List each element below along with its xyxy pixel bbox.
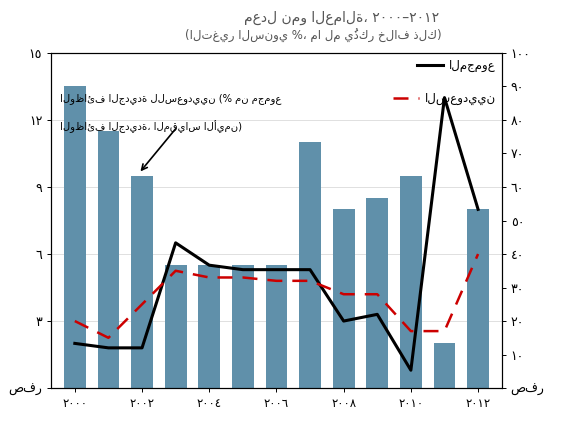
Legend: السعوديين: السعوديين [393, 92, 496, 105]
Bar [232, 265, 254, 388]
Text: معدل نمو العمالة، ٢٠٠٠–٢٠١٢: معدل نمو العمالة، ٢٠٠٠–٢٠١٢ [245, 11, 439, 25]
Bar [131, 176, 153, 388]
Bar [367, 198, 388, 388]
Text: (التغير السنوي %، ما لم يُذكر خلاف ذلك): (التغير السنوي %، ما لم يُذكر خلاف ذلك) [185, 29, 442, 43]
Bar [97, 131, 119, 388]
Bar [434, 344, 455, 388]
Bar [467, 209, 489, 388]
Bar [333, 209, 355, 388]
Bar [198, 265, 220, 388]
Bar [299, 142, 321, 388]
Bar [64, 86, 86, 388]
Bar [266, 265, 287, 388]
Text: الوظائف الجديدة، المقياس الأيمن): الوظائف الجديدة، المقياس الأيمن) [60, 120, 242, 133]
Bar [165, 265, 186, 388]
Text: الوظائف الجديدة للسعوديين (% من مجموع: الوظائف الجديدة للسعوديين (% من مجموع [60, 93, 282, 104]
Bar [400, 176, 422, 388]
